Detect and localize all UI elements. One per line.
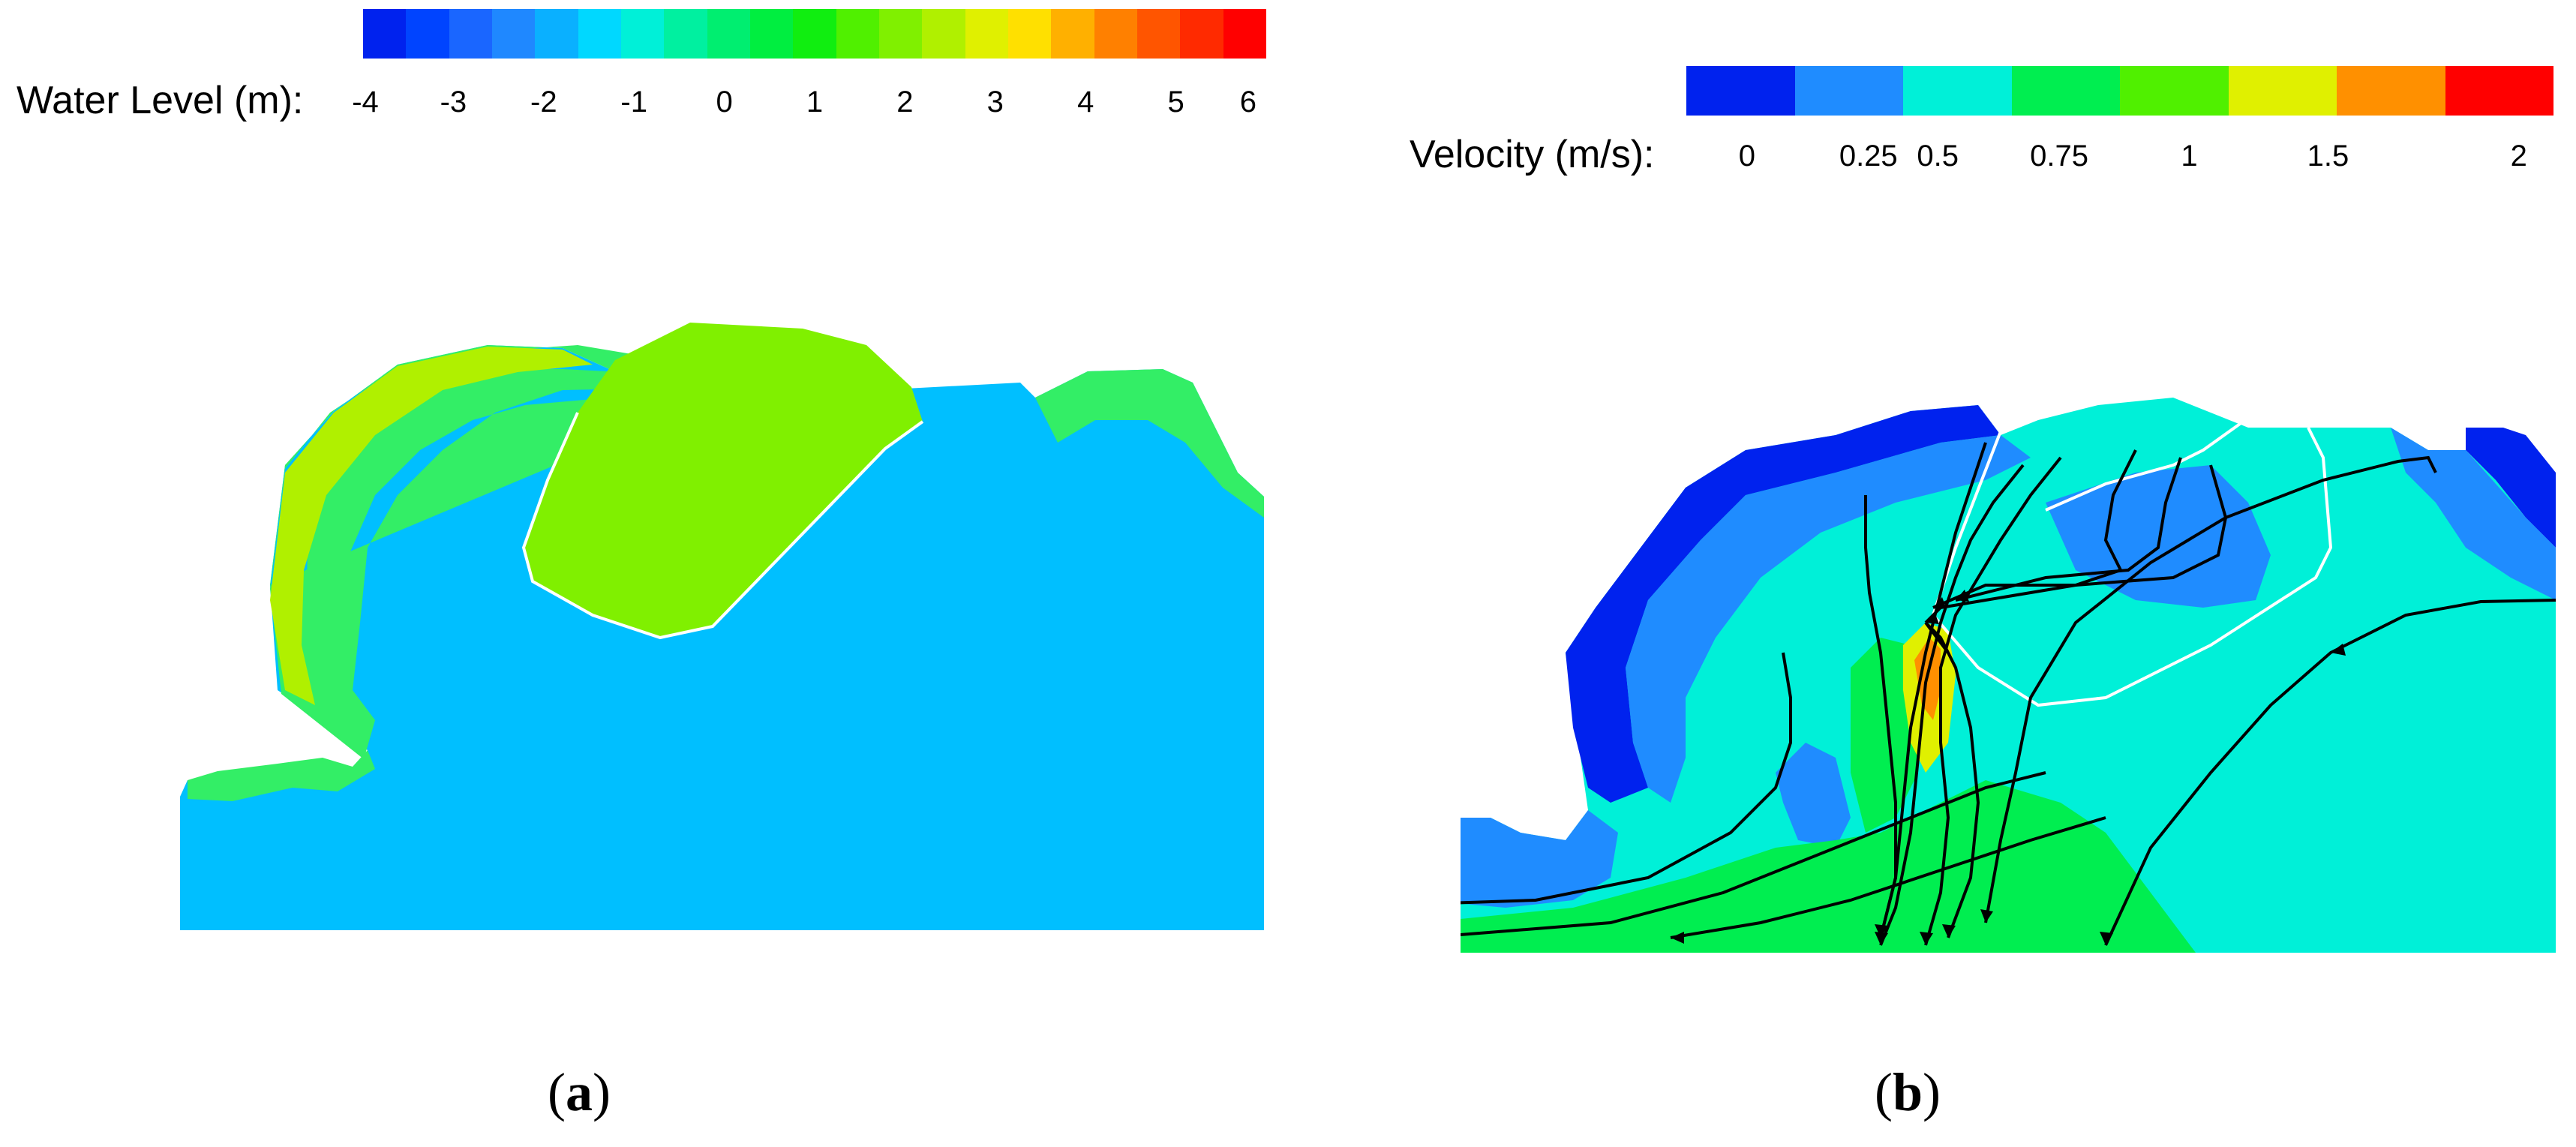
velocity-region-deep-left <box>1566 405 2001 803</box>
water-level-tick-label: 6 <box>1239 86 1257 119</box>
water-level-tick-label: 5 <box>1167 86 1184 119</box>
water-level-colorbar <box>363 9 1266 59</box>
left-shore-band <box>270 345 713 759</box>
velocity-tick-label: 2 <box>2510 140 2527 173</box>
water-level-tick-label: 0 <box>716 86 733 119</box>
water-level-swatch <box>1223 9 1266 59</box>
velocity-colorbar-ticks: 0 0.25 0.5 0.75 1 1.5 2 <box>1686 141 2553 179</box>
velocity-swatch <box>2337 66 2445 116</box>
water-level-swatch <box>449 9 492 59</box>
water-level-tick-label: 4 <box>1077 86 1094 119</box>
water-level-swatch <box>1180 9 1223 59</box>
water-level-swatch <box>1094 9 1137 59</box>
velocity-tick-label: 1 <box>2181 140 2198 173</box>
velocity-swatch <box>2445 66 2553 116</box>
water-level-swatch <box>793 9 836 59</box>
velocity-region-low-channel <box>1776 743 1851 848</box>
water-level-tick-label: 2 <box>896 86 914 119</box>
water-level-swatch <box>491 9 536 59</box>
velocity-region-low-left <box>1626 435 2031 803</box>
velocity-colorbar-title: Velocity (m/s): <box>1410 133 1655 176</box>
water-level-tick-label: 1 <box>806 86 824 119</box>
velocity-map <box>1461 398 2556 953</box>
water-level-swatch <box>1051 9 1094 59</box>
velocity-swatch <box>2120 66 2229 116</box>
velocity-tick-label: 0.75 <box>2030 140 2089 173</box>
velocity-region-low-bottom <box>1461 810 1618 908</box>
velocity-tick-label: 0.25 <box>1839 140 1898 173</box>
water-level-swatch <box>578 9 621 59</box>
velocity-tick-label: 0.5 <box>1917 140 1959 173</box>
water-level-swatch <box>664 9 707 59</box>
bottom-left-shore <box>188 750 375 801</box>
water-level-tick-label: -4 <box>352 86 379 119</box>
velocity-colorbar <box>1686 66 2553 116</box>
water-level-swatch <box>749 9 794 59</box>
left-shore-edge <box>270 347 593 705</box>
panel-a-caption: (a) <box>548 1062 611 1122</box>
streamline-arrows <box>1671 590 2346 945</box>
right-shore-band <box>1035 369 1264 518</box>
water-level-swatch <box>363 9 407 59</box>
panel-a: Water Level (m): -4 -3 -2 -1 0 1 2 3 4 5 6 (a) <box>17 9 1266 1122</box>
island-outline <box>521 412 924 640</box>
water-level-swatch <box>965 9 1008 59</box>
water-level-swatch <box>406 9 449 59</box>
water-level-swatch <box>1007 9 1052 59</box>
water-level-tick-label: -3 <box>440 86 467 119</box>
velocity-swatch <box>1903 66 2012 116</box>
velocity-swatch <box>2011 66 2120 116</box>
water-level-colorbar-ticks: -4 -3 -2 -1 0 1 2 3 4 5 6 <box>352 86 1266 125</box>
water-level-swatch <box>707 9 750 59</box>
velocity-region-deep-right <box>2466 428 2556 548</box>
water-level-swatch <box>535 9 578 59</box>
streamlines <box>1461 442 2556 946</box>
water-level-swatch <box>922 9 965 59</box>
island <box>524 323 923 638</box>
water-level-tick-label: -2 <box>530 86 557 119</box>
water-level-swatch <box>878 9 923 59</box>
velocity-swatch <box>1794 66 1903 116</box>
panel-b-caption: (b) <box>1874 1062 1941 1122</box>
panel-b: Velocity (m/s): 0 0.25 0.5 0.75 1 1.5 2 <box>1288 0 2576 1147</box>
velocity-tick-label: 1.5 <box>2307 140 2349 173</box>
water-level-swatch <box>620 9 665 59</box>
water-level-tick-label: -1 <box>620 86 647 119</box>
water-level-map <box>180 323 1264 930</box>
velocity-swatch <box>1686 66 1795 116</box>
velocity-region-green <box>1461 780 2196 953</box>
water-level-colorbar-title: Water Level (m): <box>17 79 304 122</box>
velocity-region-low-right <box>2391 428 2556 600</box>
water-level-swatch <box>836 9 879 59</box>
velocity-tick-label: 0 <box>1738 140 1756 173</box>
velocity-swatch <box>2228 66 2337 116</box>
water-level-swatch <box>1136 9 1181 59</box>
water-level-tick-label: 3 <box>986 86 1004 119</box>
